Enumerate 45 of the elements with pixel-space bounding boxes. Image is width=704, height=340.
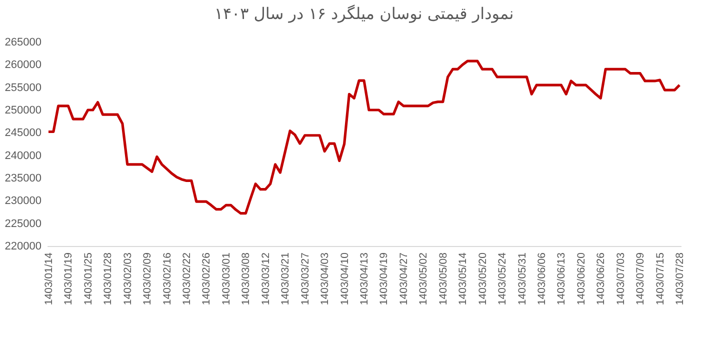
x-tick-label: 1403/02/16 xyxy=(161,252,174,306)
y-tick-label: 240000 xyxy=(4,150,42,162)
x-tick-label: 1403/04/19 xyxy=(378,252,390,306)
x-tick-label: 1403/04/13 xyxy=(358,252,370,306)
x-tick-label: 1403/03/08 xyxy=(240,252,252,306)
y-tick-label: 225000 xyxy=(4,218,42,230)
x-tick-label: 1403/03/12 xyxy=(260,252,272,306)
x-tick-label: 1403/06/06 xyxy=(536,252,548,306)
x-tick-label: 1403/04/03 xyxy=(319,252,332,306)
x-tick-label: 1403/02/09 xyxy=(142,252,154,306)
y-tick-label: 230000 xyxy=(4,195,42,208)
x-tick-label: 1403/05/14 xyxy=(457,252,470,306)
x-tick-label: 1403/06/20 xyxy=(575,252,588,306)
x-tick-label: 1403/05/31 xyxy=(516,252,528,306)
x-tick-label: 1403/05/02 xyxy=(418,252,430,306)
x-tick-label: 1403/05/24 xyxy=(496,252,509,306)
x-tick-label: 1403/01/14 xyxy=(42,252,55,306)
x-tick-label: 1403/03/01 xyxy=(220,252,232,306)
y-tick-label: 265000 xyxy=(4,36,42,48)
x-tick-label: 1403/06/13 xyxy=(556,252,568,306)
y-tick-label: 235000 xyxy=(4,172,42,184)
y-tick-label: 255000 xyxy=(4,82,42,94)
y-tick-label: 245000 xyxy=(4,127,42,140)
y-tick-label: 250000 xyxy=(4,104,42,116)
x-tick-label: 1403/07/09 xyxy=(634,252,647,306)
x-tick-label: 1403/03/27 xyxy=(299,252,312,306)
x-tick-label: 1403/07/15 xyxy=(654,252,666,306)
x-tick-label: 1403/02/22 xyxy=(181,252,194,306)
x-tick-label: 1403/01/25 xyxy=(82,252,94,306)
x-tick-label: 1403/05/20 xyxy=(476,252,489,306)
x-tick-label: 1403/04/27 xyxy=(398,252,410,306)
x-tick-label: 1403/07/28 xyxy=(674,252,686,306)
x-tick-label: 1403/06/26 xyxy=(595,252,608,306)
y-tick-label: 220000 xyxy=(4,240,42,252)
x-tick-label: 1403/02/03 xyxy=(122,252,134,306)
x-tick-label: 1403/01/19 xyxy=(62,252,75,306)
chart-title: نمودار قیمتی نوسان میلگرد ۱۶ در سال ۱۴۰۳ xyxy=(214,4,514,23)
x-tick-label: 1403/01/28 xyxy=(102,252,114,306)
x-tick-label: 1403/05/08 xyxy=(437,252,450,306)
x-tick-label: 1403/03/21 xyxy=(280,252,292,306)
x-tick-label: 1403/04/10 xyxy=(338,252,351,306)
y-tick-label: 260000 xyxy=(4,59,42,72)
x-tick-label: 1403/07/03 xyxy=(614,252,627,306)
x-tick-label: 1403/02/26 xyxy=(200,252,213,306)
line-series xyxy=(47,60,681,215)
